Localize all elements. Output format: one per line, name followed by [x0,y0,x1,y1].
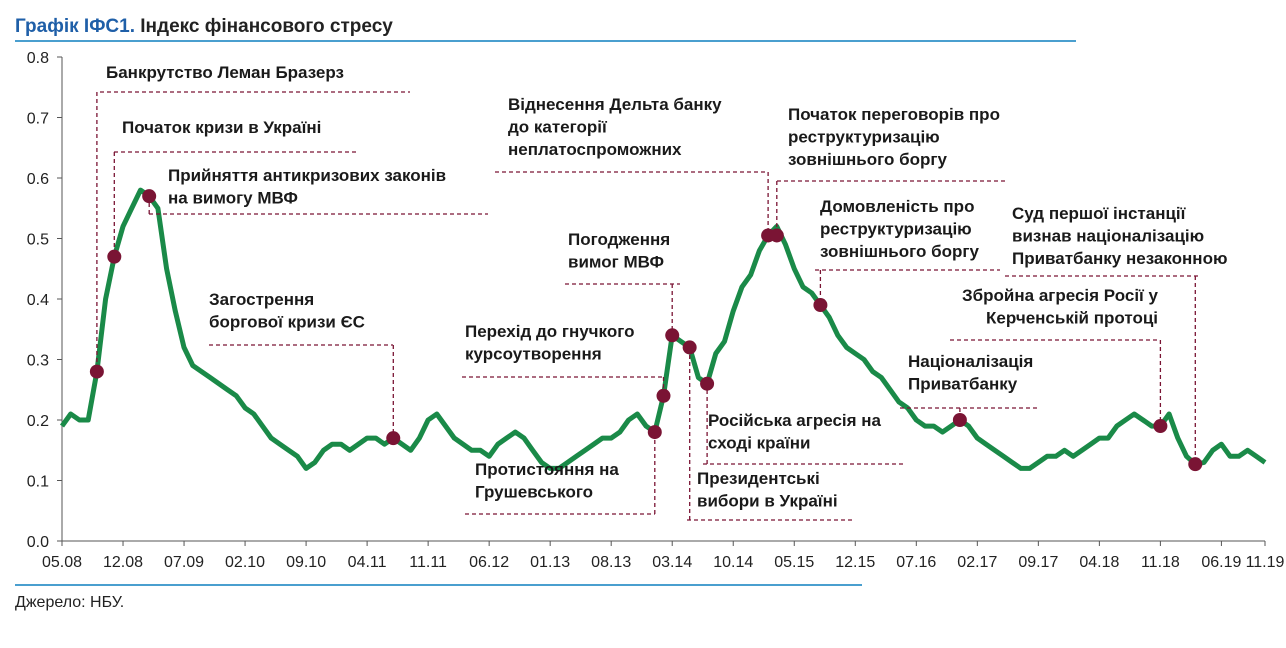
x-tick-label: 11.11 [409,554,447,571]
event-marker [89,364,104,379]
annotation: Націоналізація [908,352,1033,371]
source: Джерело: НБУ. [15,594,124,611]
leader-line [950,339,1162,427]
annotation: Приватбанку незаконною [1012,249,1227,268]
leader-line [1005,275,1200,465]
x-tick-label: 10.14 [713,554,753,571]
annotation: Загострення [209,290,314,309]
x-tick-label: 03.14 [652,554,692,571]
event-marker [769,228,784,243]
annotation: Погодження [568,230,670,249]
annotation: реструктуризацію [820,220,972,239]
annotation: Приватбанку [908,375,1018,394]
x-tick-label: 02.10 [225,554,265,571]
annotation: Банкрутство Леман Бразерз [106,63,344,82]
annotation: до категорії [508,118,608,137]
y-tick-label: 0.3 [27,353,49,370]
annotation: Протистояння на [475,460,619,479]
annotation: реструктуризацію [788,128,940,147]
y-tick-label: 0.8 [27,50,49,67]
x-tick-label: 08.13 [591,554,631,571]
x-tick-label: 12.15 [835,554,875,571]
event-marker [647,425,662,440]
x-tick-label: 05.15 [774,554,814,571]
leader-line [703,383,905,465]
event-marker [656,388,671,403]
x-tick-label: 02.17 [957,554,997,571]
annotation: Керченській протоці [986,309,1158,328]
leader-line [900,407,1040,420]
annotation: вибори в Україні [697,492,838,511]
y-tick-label: 0.5 [27,232,49,249]
x-tick-label: 09.10 [286,554,326,571]
annotation: визнав націоналізацію [1012,227,1204,246]
leader-line [776,180,1005,236]
y-tick-label: 0.1 [27,474,49,491]
annotation: неплатоспроможних [508,140,682,159]
title-text: Індекс фінансового стресу [140,16,393,37]
event-marker [952,413,967,427]
event-marker [682,340,697,355]
x-tick-label: 04.18 [1079,554,1119,571]
x-tick-label: 04.11 [348,554,387,571]
x-tick-label: 06.19 [1201,554,1241,571]
event-marker [107,249,122,264]
leader-line [687,347,855,521]
y-tick-label: 0.0 [27,534,49,551]
event-marker [665,328,680,343]
chart-title: Графік ІФС1. Індекс фінансового стресу [15,16,393,37]
event-marker [1153,419,1168,434]
annotation: Віднесення Дельта банку [508,95,722,114]
leader-line [465,432,656,515]
annotation: боргової кризи ЄС [209,313,365,332]
event-marker [700,376,715,391]
event-marker [142,189,157,204]
y-tick-label: 0.4 [27,292,49,309]
annotation: Початок кризи в Україні [122,118,321,137]
leader-line [462,376,665,396]
leader-line [495,171,769,236]
annotation: на вимогу МВФ [168,189,298,208]
annotation: курсоутворення [465,345,602,364]
leader-line [96,91,410,372]
annotation: Суд першої інстанції [1012,204,1187,223]
annotation: Прийняття антикризових законів [168,166,446,185]
event-marker [813,298,828,313]
x-tick-label: 11.18 [1141,554,1180,571]
x-tick-label: 05.08 [42,554,82,571]
annotation: Російська агресія на [708,411,882,430]
event-marker [386,431,401,446]
annotation: сході країни [708,434,811,453]
x-tick-label: 09.17 [1018,554,1058,571]
annotation: вимог МВФ [568,253,664,272]
y-tick-label: 0.2 [27,413,49,430]
annotation: Грушевського [475,483,593,502]
annotation: Перехід до гнучкого [465,322,634,341]
annotation: зовнішнього боргу [820,242,979,261]
x-tick-label: 07.09 [164,554,204,571]
leader-line [113,151,358,257]
y-tick-label: 0.7 [27,111,49,128]
annotation: Домовленість про [820,197,974,216]
event-marker [1188,457,1203,472]
x-tick-label: 11.19 [1246,554,1285,571]
title-label: Графік ІФС1. [15,16,135,37]
annotation: Початок переговорів про [788,105,1000,124]
x-tick-label: 06.12 [469,554,509,571]
y-tick-label: 0.6 [27,171,49,188]
annotation: зовнішнього боргу [788,150,947,169]
x-tick-label: 01.13 [530,554,570,571]
leader-line [565,283,680,336]
annotation: Збройна агресія Росії у [962,286,1159,305]
leader-line [209,344,394,439]
x-tick-label: 07.16 [896,554,936,571]
annotation: Президентські [697,469,820,488]
x-tick-label: 12.08 [103,554,143,571]
